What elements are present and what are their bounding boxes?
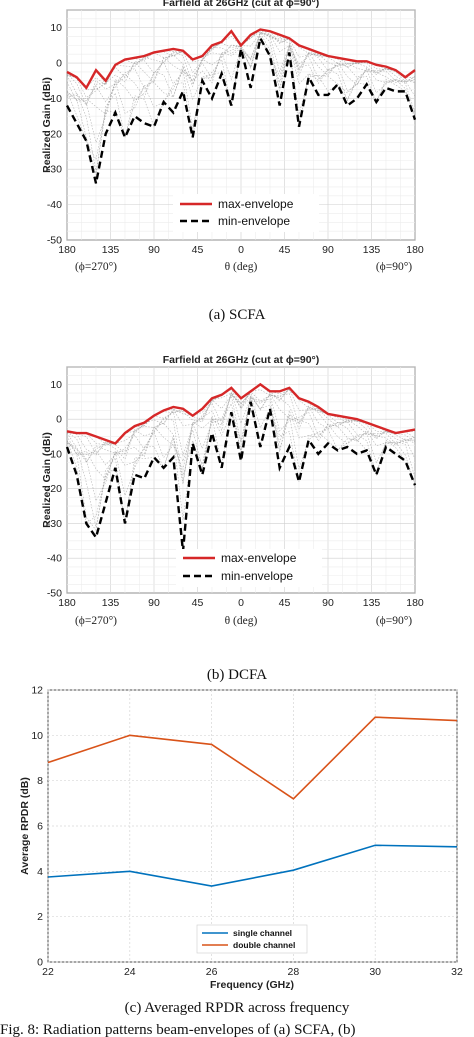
- plot-a-legend-max-label: max-envelope: [218, 197, 294, 211]
- beam-trace: [66, 31, 416, 115]
- plot-a-max-envelope-line: [66, 28, 416, 90]
- panel-b: 100-10-20-30-40-50 180 135 90 45 0 45 90 135 180…: [41, 354, 424, 683]
- x-tick-label: 30: [369, 966, 381, 978]
- plot-b-max-envelope-line: [66, 382, 416, 445]
- x-tick-label: 26: [206, 966, 218, 978]
- plot-b-x-sublabel-left: (ϕ=270°): [75, 615, 117, 627]
- x-tick-label: 135: [102, 244, 120, 256]
- x-tick-label: 135: [102, 597, 120, 609]
- plot-a-x-sublabel-right: (ϕ=90°): [376, 261, 412, 273]
- plot-a-x-ticks: 180 135 90 45 0 45 90 135 180: [58, 244, 424, 256]
- plot-c-legend-single-label: single channel: [233, 928, 292, 938]
- y-tick-label: 8: [37, 775, 43, 787]
- y-tick-label: -30: [47, 518, 62, 530]
- y-tick-label: 4: [37, 866, 43, 878]
- figure-footer-text: Fig. 8: Radiation patterns beam-envelope…: [0, 1022, 355, 1037]
- y-tick-label: 10: [31, 730, 43, 742]
- plot-c-single-channel-line: [47, 844, 458, 887]
- x-tick-label: 90: [322, 244, 334, 256]
- y-tick-label: -20: [47, 128, 62, 140]
- plot-c-double-channel-line: [47, 716, 458, 800]
- x-tick-label: 0: [238, 244, 244, 256]
- x-tick-label: 180: [406, 597, 424, 609]
- plot-b-x-sublabel-right: (ϕ=90°): [376, 615, 412, 627]
- caption-c: (c) Averaged RPDR across frequency: [125, 1000, 350, 1016]
- y-tick-label: -50: [47, 235, 62, 247]
- beam-trace: [66, 391, 416, 463]
- x-tick-label: 45: [192, 244, 204, 256]
- x-tick-label: 135: [363, 597, 381, 609]
- y-tick-label: 12: [31, 685, 43, 697]
- y-tick-label: -10: [47, 448, 62, 460]
- plot-c-y-label: Average RPDR (dB): [19, 777, 31, 875]
- plot-c-legend: single channel double channel: [196, 924, 308, 954]
- x-tick-label: 90: [148, 244, 160, 256]
- plot-a-y-label: Realized Gain (dBi): [41, 77, 53, 173]
- caption-b: (b) DCFA: [207, 667, 267, 683]
- plot-b-legend-min-label: min-envelope: [221, 569, 293, 583]
- plot-b-x-label: θ (deg): [225, 615, 258, 627]
- plot-b-legend-max-label: max-envelope: [221, 551, 297, 565]
- y-tick-label: -10: [47, 93, 62, 105]
- x-tick-label: 32: [451, 966, 463, 978]
- beam-trace: [66, 37, 416, 161]
- x-tick-label: 22: [42, 966, 54, 978]
- x-tick-label: 180: [406, 244, 424, 256]
- y-tick-label: -50: [47, 588, 62, 600]
- plot-b-x-ticks: 180 135 90 45 0 45 90 135 180: [58, 597, 424, 609]
- plot-a-legend-min-label: min-envelope: [218, 214, 290, 228]
- plot-c-legend-double-label: double channel: [233, 940, 295, 950]
- x-tick-label: 180: [58, 244, 76, 256]
- y-tick-label: 10: [50, 379, 62, 391]
- x-tick-label: 45: [279, 597, 291, 609]
- x-tick-label: 180: [58, 597, 76, 609]
- x-tick-label: 90: [322, 597, 334, 609]
- beam-trace: [66, 393, 416, 463]
- x-tick-label: 28: [288, 966, 300, 978]
- plot-a-title: Farfield at 26GHz (cut at ϕ=90°): [163, 0, 320, 9]
- plot-b-y-ticks: 10 0 -10 -20 -30 -40 -50: [47, 379, 62, 600]
- y-tick-label: 0: [56, 58, 62, 70]
- y-tick-label: 2: [37, 911, 43, 923]
- x-tick-label: 90: [148, 597, 160, 609]
- y-tick-label: 6: [37, 821, 43, 833]
- y-tick-label: 10: [50, 22, 62, 34]
- plot-a-grid: [66, 9, 416, 241]
- x-tick-label: 24: [124, 966, 136, 978]
- beam-trace: [66, 394, 416, 502]
- beam-trace: [66, 391, 416, 483]
- beam-trace: [66, 31, 416, 106]
- y-tick-label: 0: [37, 957, 43, 969]
- plot-b-legend: max-envelope min-envelope: [176, 549, 322, 587]
- x-tick-label: 135: [363, 244, 381, 256]
- plot-a-x-sublabel-left: (ϕ=270°): [75, 261, 117, 273]
- plot-a-legend: max-envelope min-envelope: [173, 194, 319, 232]
- y-tick-label: -30: [47, 164, 62, 176]
- y-tick-label: -40: [47, 199, 62, 211]
- beam-trace: [66, 31, 416, 144]
- x-tick-label: 45: [279, 244, 291, 256]
- y-tick-label: -20: [47, 483, 62, 495]
- plot-a-x-label: θ (deg): [225, 261, 258, 273]
- beam-trace: [66, 395, 416, 531]
- plot-c-x-label: Frequency (GHz): [210, 979, 294, 991]
- plot-a-y-ticks: 10 0 -10 -20 -30 -40 -50: [47, 22, 62, 246]
- beam-trace: [66, 32, 416, 103]
- y-tick-label: -40: [47, 553, 62, 565]
- caption-a: (a) SCFA: [209, 307, 266, 323]
- plot-b-min-envelope-line: [65, 401, 417, 552]
- y-tick-label: 0: [56, 414, 62, 426]
- plot-c-x-ticks: 22 24 26 28 30 32: [42, 966, 463, 978]
- plot-b-y-label: Realized Gain (dBi): [41, 432, 53, 528]
- x-tick-label: 45: [192, 597, 204, 609]
- beam-trace: [66, 34, 416, 176]
- plot-c-y-ticks: 0 2 4 6 8 10 12: [31, 685, 43, 969]
- panel-a: 100-10-20-30-40-50 180 135 90 45 0 45 90 135 180…: [41, 0, 424, 323]
- x-tick-label: 0: [238, 597, 244, 609]
- plot-b-title: Farfield at 26GHz (cut at ϕ=90°): [163, 354, 320, 366]
